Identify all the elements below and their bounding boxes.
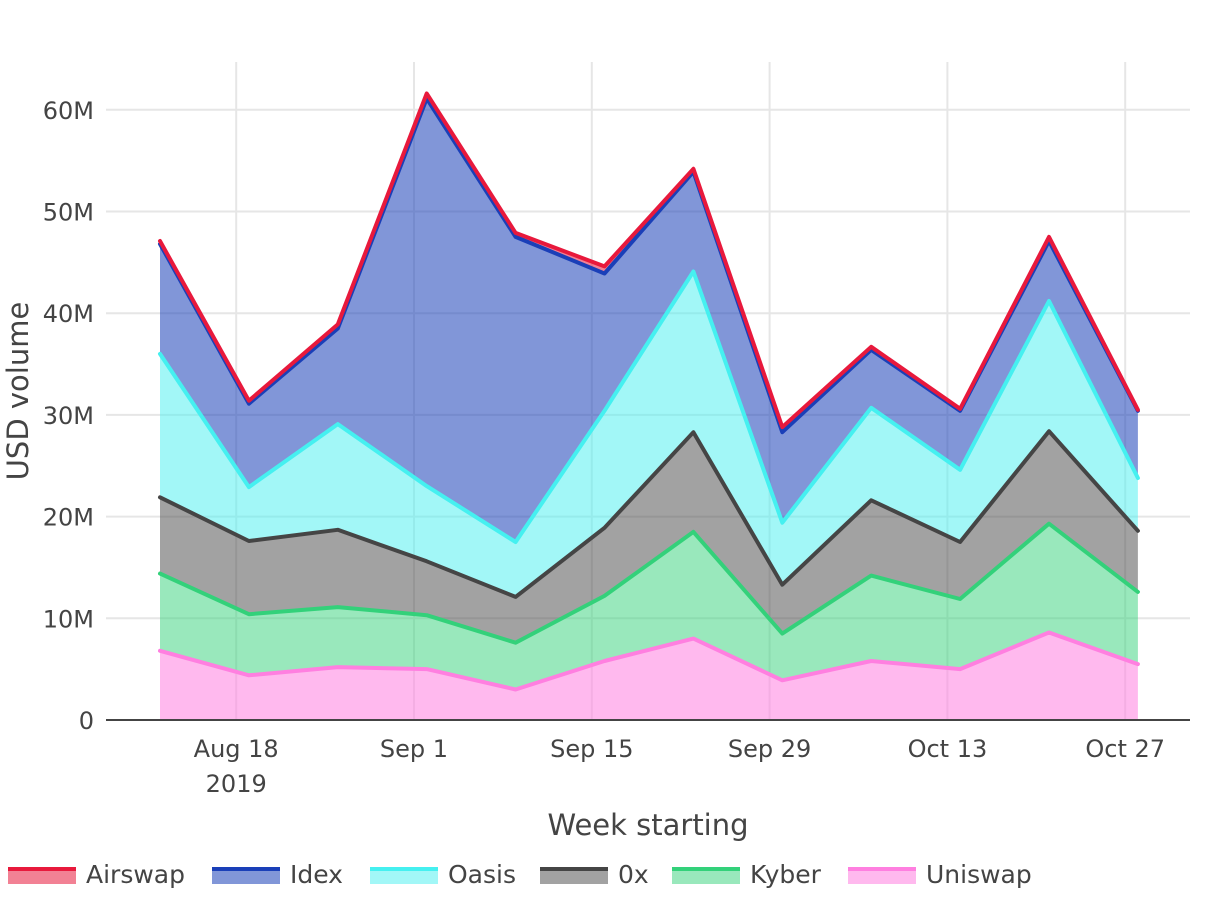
x-tick-label: Oct 27 — [1085, 735, 1165, 763]
legend-swatch — [848, 868, 916, 884]
legend-label: Idex — [290, 860, 343, 889]
legend-item-airswap[interactable]: Airswap — [8, 860, 185, 889]
y-tick-label: 60M — [43, 97, 94, 125]
x-tick-label: Aug 18 — [194, 735, 279, 763]
legend-swatch — [540, 868, 608, 884]
line-airswap — [158, 91, 1140, 430]
area-uniswap — [160, 632, 1138, 720]
x-tick-year-label: 2019 — [206, 770, 267, 798]
legend-swatch — [8, 868, 76, 884]
legend-label: Airswap — [86, 860, 185, 889]
x-tick-label: Sep 15 — [550, 735, 633, 763]
y-tick-label: 20M — [43, 504, 94, 532]
x-tick-label: Sep 29 — [728, 735, 811, 763]
series-areas — [160, 93, 1138, 720]
legend-item-oasis[interactable]: Oasis — [370, 860, 516, 889]
y-axis-ticks: 0 10M 20M 30M 40M 50M 60M — [43, 97, 94, 735]
legend-label: Uniswap — [926, 860, 1032, 889]
legend-item-uniswap[interactable]: Uniswap — [848, 860, 1032, 889]
area-idex — [160, 98, 1138, 542]
y-tick-label: 30M — [43, 402, 94, 430]
area-oasis — [160, 271, 1138, 597]
y-tick-label: 0 — [79, 707, 94, 735]
legend-item-0x[interactable]: 0x — [540, 860, 649, 889]
area-0x — [160, 431, 1138, 643]
legend: Airswap Idex Oasis 0x Kyber Uniswap — [8, 860, 1032, 889]
legend-label: Kyber — [750, 860, 822, 889]
y-tick-label: 40M — [43, 300, 94, 328]
y-axis-title: USD volume — [1, 302, 35, 481]
area-kyber — [160, 523, 1138, 690]
legend-item-kyber[interactable]: Kyber — [672, 860, 822, 889]
line-0x — [158, 429, 1140, 599]
legend-item-idex[interactable]: Idex — [212, 860, 343, 889]
legend-swatch — [212, 868, 280, 884]
y-tick-label: 10M — [43, 605, 94, 633]
legend-label: 0x — [618, 860, 649, 889]
legend-label: Oasis — [448, 860, 516, 889]
line-uniswap — [158, 630, 1140, 692]
line-kyber — [158, 521, 1140, 645]
legend-swatch — [672, 868, 740, 884]
line-oasis — [158, 269, 1140, 544]
x-tick-label: Sep 1 — [380, 735, 448, 763]
x-axis-title: Week starting — [547, 808, 748, 842]
x-axis-ticks: Aug 18 2019 Sep 1 Sep 15 Sep 29 Oct 13 Oct 27 — [194, 735, 1165, 798]
x-tick-label: Oct 13 — [908, 735, 988, 763]
legend-swatch — [370, 868, 438, 884]
series-lines — [158, 91, 1140, 692]
y-tick-label: 50M — [43, 198, 94, 226]
